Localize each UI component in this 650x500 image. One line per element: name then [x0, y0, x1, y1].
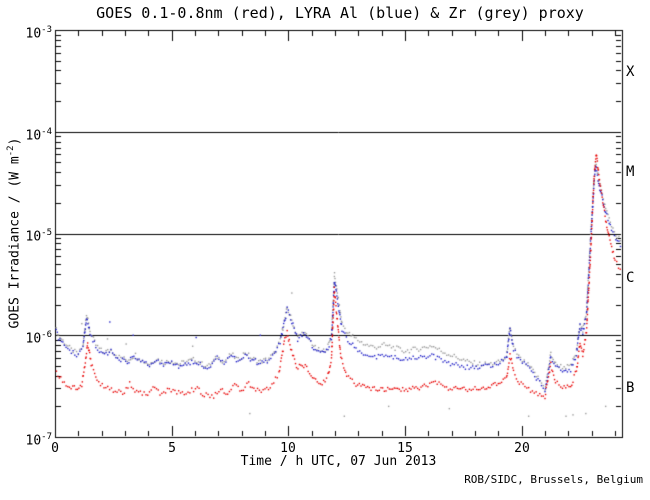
- y-tick-label-1e-5: 10-5: [10, 226, 53, 245]
- y-tick-base: 10: [25, 331, 42, 347]
- x-tick-label-0: 0: [51, 441, 59, 456]
- y-tick-exponent: -7: [41, 432, 52, 442]
- flare-class-label-x: X: [626, 64, 635, 80]
- y-tick-label-1e-4: 10-4: [10, 125, 53, 144]
- x-tick-label-5: 5: [168, 441, 176, 456]
- y-tick-label-1e-3: 10-3: [10, 23, 53, 42]
- y-tick-exponent: -4: [41, 127, 52, 137]
- y-tick-label-1e-7: 10-7: [10, 430, 53, 449]
- x-tick-label-20: 20: [514, 441, 530, 456]
- y-tick-exponent: -3: [41, 25, 52, 35]
- y-axis-label-exponent: -2: [6, 145, 16, 157]
- flare-class-label-m: M: [626, 164, 635, 180]
- y-tick-base: 10: [25, 433, 42, 449]
- y-tick-exponent: -5: [41, 228, 52, 238]
- x-axis-label: Time / h UTC, 07 Jun 2013: [240, 454, 437, 469]
- y-tick-exponent: -6: [41, 330, 52, 340]
- y-tick-base: 10: [25, 26, 42, 42]
- x-tick-label-10: 10: [280, 441, 296, 456]
- y-tick-base: 10: [25, 229, 42, 245]
- flare-class-label-b: B: [626, 380, 635, 396]
- flare-class-label-c: C: [626, 270, 635, 286]
- chart-title: GOES 0.1-0.8nm (red), LYRA Al (blue) & Z…: [96, 4, 584, 22]
- y-tick-base: 10: [25, 128, 42, 144]
- y-tick-label-1e-6: 10-6: [10, 328, 53, 347]
- credit-text: ROB/SIDC, Brussels, Belgium: [464, 473, 643, 486]
- x-tick-label-15: 15: [397, 441, 413, 456]
